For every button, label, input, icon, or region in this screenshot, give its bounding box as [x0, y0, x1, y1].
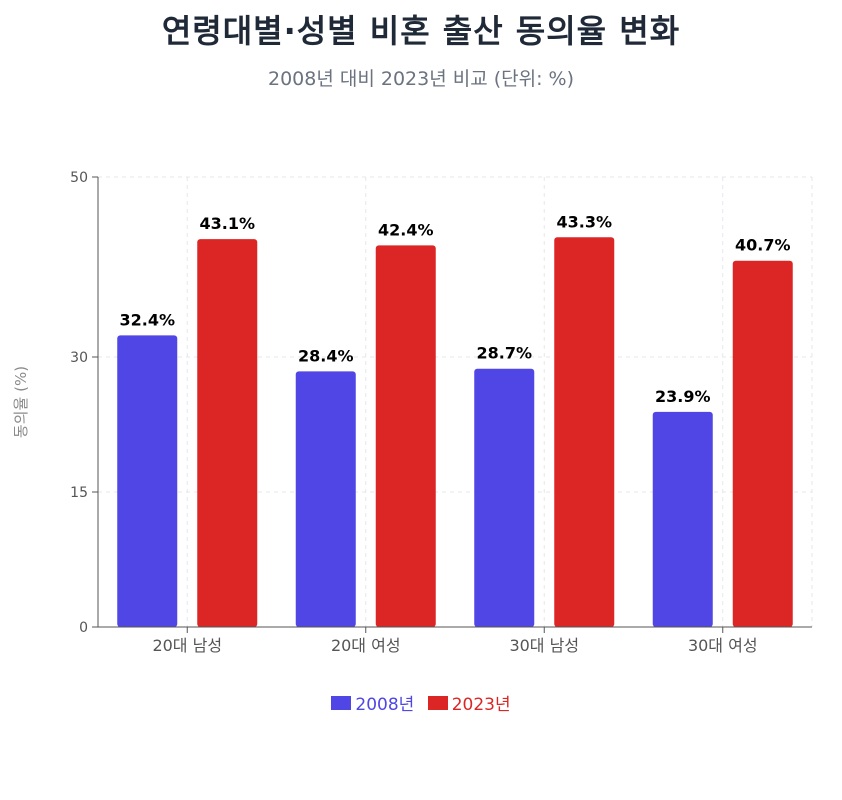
data-label: 42.4%	[378, 220, 434, 239]
y-tick-label: 15	[70, 485, 88, 501]
bar	[732, 260, 793, 627]
chart-subtitle: 2008년 대비 2023년 비교 (단위: %)	[267, 68, 575, 90]
legend-item-2008[interactable]: 2008년	[331, 690, 414, 715]
bar	[117, 335, 178, 627]
bar	[554, 237, 615, 628]
x-tick-label: 30대 여성	[688, 636, 758, 655]
data-label: 40.7%	[735, 236, 791, 255]
legend-label-2008: 2008년	[355, 695, 415, 715]
legend-label-2023: 2023년	[451, 695, 511, 715]
y-tick-label: 50	[70, 170, 88, 186]
legend-swatch-2008	[331, 695, 352, 710]
data-label: 23.9%	[655, 387, 711, 406]
legend-item-2023[interactable]: 2023년	[427, 690, 511, 715]
bar	[295, 371, 356, 627]
legend: 2008년 2023년	[0, 690, 842, 715]
bar	[652, 411, 713, 627]
legend-swatch-2023	[427, 695, 448, 710]
bar	[197, 239, 258, 627]
data-label: 32.4%	[119, 310, 175, 329]
chart-title: 연령대별·성별 비혼 출산 동의율 변화	[161, 12, 681, 50]
x-tick-label: 30대 남성	[509, 636, 579, 655]
x-tick-label: 20대 여성	[331, 636, 401, 655]
bar	[375, 245, 436, 627]
y-tick-label: 0	[79, 620, 88, 636]
bar	[474, 368, 535, 627]
data-label: 28.7%	[476, 344, 532, 363]
data-label: 43.1%	[199, 214, 255, 233]
y-axis-title: 동의율 (%)	[12, 366, 30, 438]
x-tick-label: 20대 남성	[152, 636, 222, 655]
data-label: 43.3%	[556, 212, 612, 231]
data-label: 28.4%	[298, 346, 354, 365]
y-tick-label: 30	[70, 350, 88, 366]
